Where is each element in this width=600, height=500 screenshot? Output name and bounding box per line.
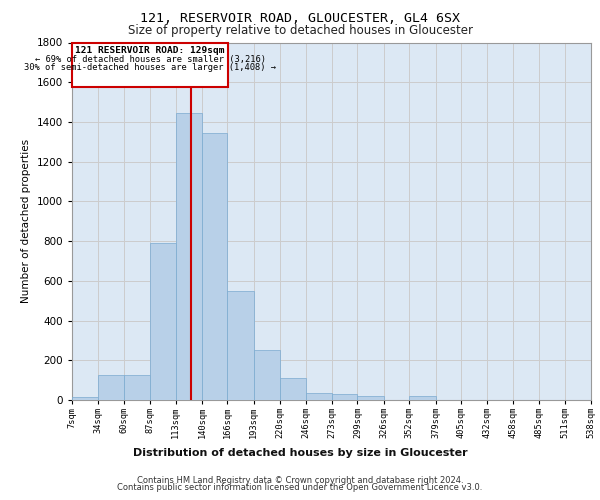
Text: ← 69% of detached houses are smaller (3,216): ← 69% of detached houses are smaller (3,… <box>35 56 266 64</box>
Bar <box>358 396 384 400</box>
Bar <box>227 291 254 400</box>
Text: Size of property relative to detached houses in Gloucester: Size of property relative to detached ho… <box>128 24 473 37</box>
Text: 30% of semi-detached houses are larger (1,408) →: 30% of semi-detached houses are larger (… <box>24 64 276 72</box>
Bar <box>305 393 332 400</box>
Text: Distribution of detached houses by size in Gloucester: Distribution of detached houses by size … <box>133 448 467 458</box>
Bar <box>176 113 202 400</box>
FancyBboxPatch shape <box>72 42 229 87</box>
Bar <box>254 350 280 400</box>
Bar <box>202 133 227 400</box>
Bar <box>124 375 150 400</box>
Bar <box>98 375 124 400</box>
Text: Contains public sector information licensed under the Open Government Licence v3: Contains public sector information licen… <box>118 484 482 492</box>
Y-axis label: Number of detached properties: Number of detached properties <box>21 139 31 304</box>
Text: 121 RESERVOIR ROAD: 129sqm: 121 RESERVOIR ROAD: 129sqm <box>76 46 225 56</box>
Bar <box>72 397 98 400</box>
Bar <box>150 243 176 400</box>
Bar <box>409 396 436 400</box>
Text: 121, RESERVOIR ROAD, GLOUCESTER, GL4 6SX: 121, RESERVOIR ROAD, GLOUCESTER, GL4 6SX <box>140 12 460 26</box>
Text: Contains HM Land Registry data © Crown copyright and database right 2024.: Contains HM Land Registry data © Crown c… <box>137 476 463 485</box>
Bar <box>280 378 305 400</box>
Bar <box>332 394 358 400</box>
